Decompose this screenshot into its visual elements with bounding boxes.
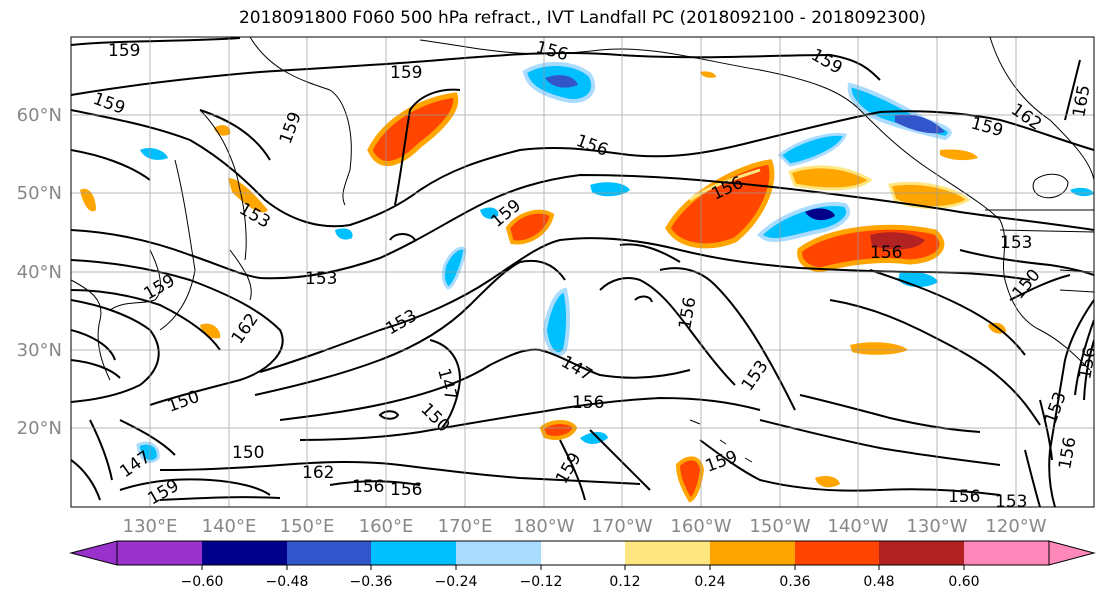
positive-anomaly-patch (850, 342, 908, 355)
positive-anomaly-patch (870, 232, 925, 250)
negative-anomaly-patch (1070, 187, 1094, 197)
colorbar-tick-label: 0.48 (863, 574, 894, 590)
refractivity-contours (71, 37, 1094, 507)
contour-label: 156 (352, 477, 384, 497)
colorbar-segment (371, 541, 456, 565)
colorbar-segment (456, 541, 541, 565)
colorbar-segment (117, 541, 202, 565)
positive-anomaly-patch (675, 456, 705, 503)
lon-label: 150°W (749, 516, 810, 537)
contour-label: 156 (870, 243, 902, 263)
colorbar-tick-label: −0.60 (181, 574, 224, 590)
colorbar-segment (964, 541, 1049, 565)
lon-label: 130°E (123, 516, 178, 537)
contour-label: 165 (1069, 83, 1094, 118)
colorbar-tick-label: −0.36 (350, 574, 393, 590)
positive-anomaly-patch (80, 188, 96, 212)
colorbar-segment (541, 541, 625, 565)
lat-label: 40°N (17, 262, 62, 283)
negative-anomaly-patch (777, 132, 848, 167)
positive-anomaly-patch (539, 420, 578, 440)
lon-label: 120°W (985, 516, 1046, 537)
negative-anomaly-patch (140, 147, 168, 160)
colorbar-tick-label: 0.36 (779, 574, 810, 590)
positive-anomaly-patch (788, 165, 873, 191)
colorbar-extend-high (1048, 540, 1096, 566)
negative-anomaly-patch (335, 228, 353, 240)
contour-label: 153 (1000, 233, 1032, 253)
colorbar-segment (287, 541, 371, 565)
lon-label: 140°E (202, 516, 257, 537)
positive-anomaly-patch (700, 71, 716, 78)
positive-anomaly-patch (665, 159, 775, 249)
negative-anomaly-patch (545, 75, 578, 88)
longitude-labels: 130°E 140°E 150°E 160°E 170°E 180°W 170°… (123, 516, 1047, 537)
negative-anomaly-patch (805, 208, 835, 221)
map-frame (70, 36, 1095, 508)
contour-label: 156 (390, 480, 422, 500)
colorbar-ticks (201, 565, 965, 570)
colorbar-tick-label: −0.48 (266, 574, 309, 590)
lon-label: 170°E (438, 516, 493, 537)
positive-anomaly-patch (815, 476, 840, 488)
lon-label: 140°W (827, 516, 888, 537)
colorbar-segment (710, 541, 795, 565)
colorbar-segment (625, 541, 710, 565)
positive-anomaly-patch (940, 149, 978, 161)
positive-anomaly-patch (689, 168, 761, 202)
lat-label: 30°N (17, 340, 62, 361)
contour-label: 156 (572, 393, 604, 413)
colorbar-segment (795, 541, 879, 565)
lon-label: 130°W (906, 516, 967, 537)
contour-label: 156 (1075, 345, 1100, 380)
lon-label: 150°E (280, 516, 335, 537)
colorbar-frame (116, 540, 1050, 566)
contour-label: 156 (948, 487, 980, 507)
colorbar-extend-low (69, 540, 118, 566)
negative-anomaly-patch (441, 246, 467, 290)
contour-label: 159 (390, 63, 422, 83)
positive-anomaly-patch (505, 209, 555, 245)
colorbar: −0.60 −0.48 −0.36 −0.24 −0.12 0.12 0.24 … (69, 540, 1096, 590)
contour-label: 153 (305, 269, 337, 289)
contour-label: 162 (302, 463, 334, 483)
colorbar-tick-label: 0.12 (609, 574, 640, 590)
lon-label: 170°W (591, 516, 652, 537)
negative-anomaly-patch (895, 114, 945, 134)
colorbar-tick-label: −0.24 (435, 574, 478, 590)
map-title: 2018091800 F060 500 hPa refract., IVT La… (238, 8, 926, 28)
lat-label: 50°N (17, 183, 62, 204)
colorbar-tick-label: −0.12 (520, 574, 563, 590)
colorbar-segment (879, 541, 964, 565)
colorbar-tick-label: 0.24 (694, 574, 725, 590)
colorbar-segment (202, 541, 287, 565)
lat-label: 60°N (17, 105, 62, 126)
contour-label: 150 (232, 443, 264, 463)
latitude-labels: 60°N 50°N 40°N 30°N 20°N (17, 105, 62, 439)
negative-anomaly-patch (136, 441, 160, 463)
lon-label: 160°W (670, 516, 731, 537)
colorbar-tick-label: 0.60 (948, 574, 979, 590)
positive-anomaly-patch (367, 92, 459, 167)
negative-anomaly-patch (480, 207, 499, 219)
graticule (71, 37, 1094, 507)
positive-anomaly-patch (228, 178, 268, 213)
negative-anomaly-patch (542, 287, 570, 357)
contour-label: 153 (995, 492, 1027, 512)
lat-label: 20°N (17, 418, 62, 439)
lon-label: 180°W (513, 516, 574, 537)
lon-label: 160°E (359, 516, 414, 537)
contour-label: 159 (108, 41, 140, 61)
positive-anomaly-patch (200, 323, 221, 339)
